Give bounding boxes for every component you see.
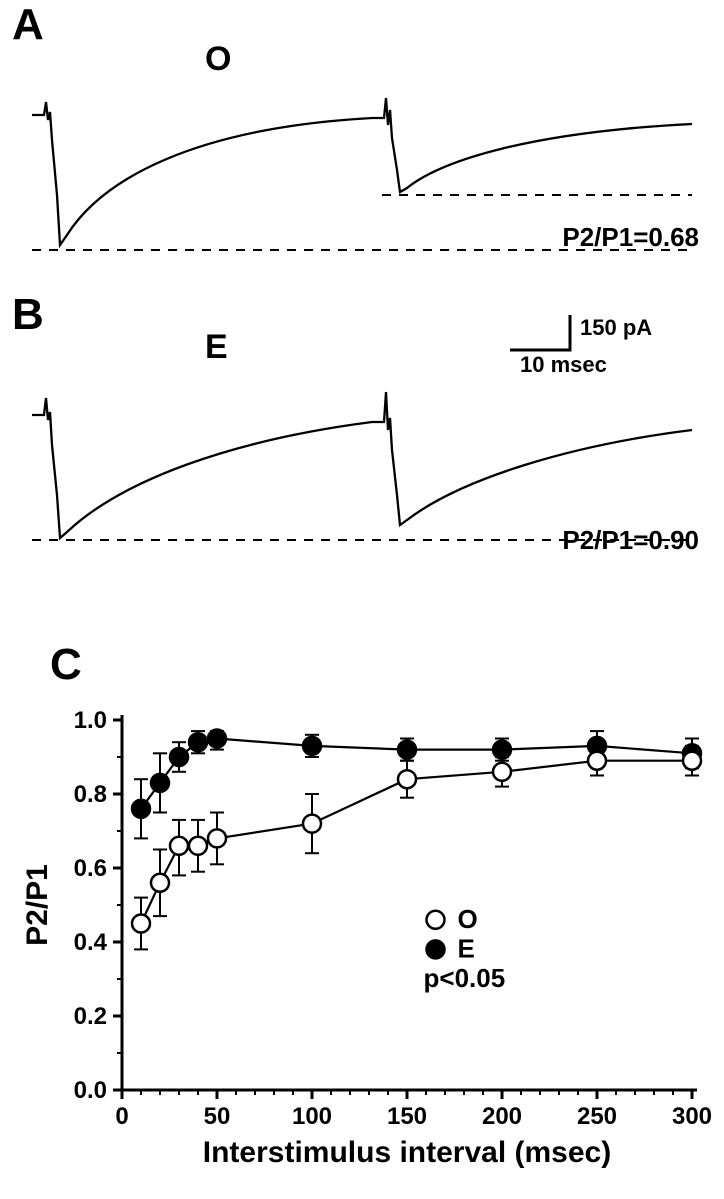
- panel-c-label: C: [50, 640, 82, 690]
- svg-text:50: 50: [204, 1103, 231, 1130]
- svg-text:250: 250: [577, 1103, 617, 1130]
- svg-text:300: 300: [672, 1103, 712, 1130]
- svg-text:0.4: 0.4: [74, 929, 108, 956]
- svg-text:0.2: 0.2: [74, 1003, 107, 1030]
- panel-b-label: B: [12, 290, 44, 340]
- svg-text:Interstimulus interval (msec): Interstimulus interval (msec): [203, 1136, 611, 1169]
- figure-root: A O P2/P1=0.68 B E 150 pA 10 msec P2/P1=…: [0, 0, 724, 1199]
- svg-text:0.6: 0.6: [74, 855, 107, 882]
- panel-c-chart: 0.0 0.2 0.4 0.6 0.8 1.0 0 50 100 150 200 250 300 P2/P…: [12, 690, 712, 1190]
- svg-text:200: 200: [482, 1103, 522, 1130]
- svg-text:P2/P1: P2/P1: [21, 864, 54, 946]
- svg-text:1.0: 1.0: [74, 707, 107, 734]
- svg-text:0: 0: [115, 1103, 128, 1130]
- panel-b-ratio: P2/P1=0.90: [562, 525, 699, 556]
- scale-y-label: 150 pA: [580, 315, 652, 341]
- svg-text:150: 150: [387, 1103, 427, 1130]
- svg-text:E: E: [458, 933, 475, 963]
- svg-text:0.8: 0.8: [74, 781, 107, 808]
- svg-text:O: O: [458, 904, 478, 934]
- svg-text:100: 100: [292, 1103, 332, 1130]
- svg-text:0.0: 0.0: [74, 1077, 107, 1104]
- panel-a-ratio: P2/P1=0.68: [562, 222, 699, 253]
- svg-text:p<0.05: p<0.05: [424, 963, 506, 993]
